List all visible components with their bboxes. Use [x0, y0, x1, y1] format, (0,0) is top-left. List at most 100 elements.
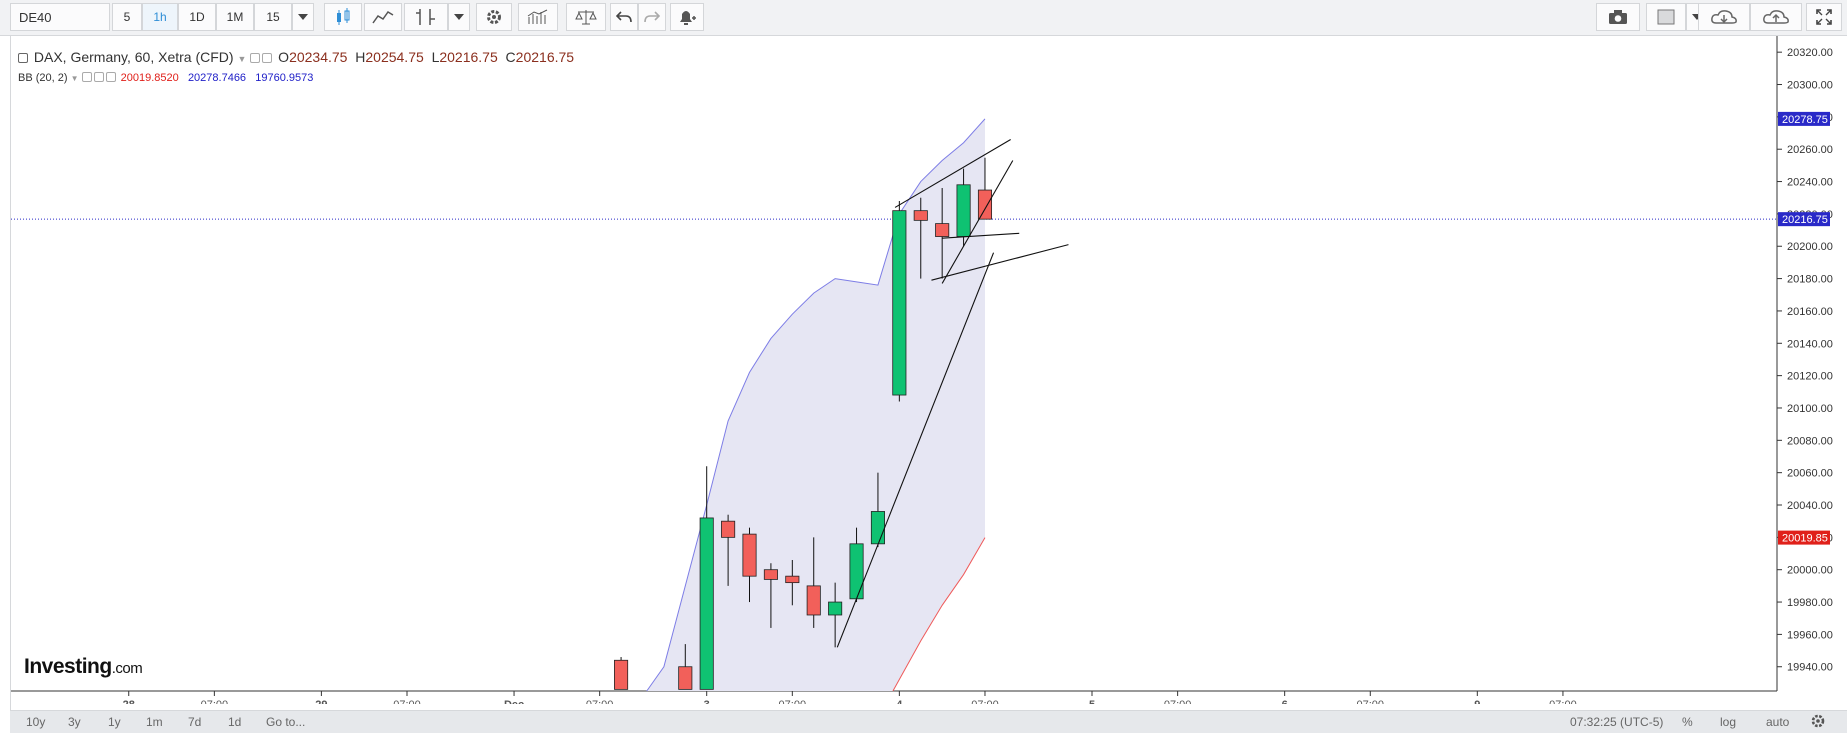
bottom-gear-icon[interactable] — [1810, 713, 1826, 732]
legend-visibility-icon[interactable] — [250, 53, 261, 63]
redo-icon[interactable] — [638, 3, 666, 31]
high-value: 20254.75 — [365, 49, 424, 65]
interval-1d[interactable]: 1D — [178, 3, 216, 31]
candle-body-13[interactable] — [935, 223, 950, 237]
log-toggle[interactable]: log — [1720, 715, 1737, 729]
candle-body-9[interactable] — [849, 543, 864, 600]
legend-dropdown-icon[interactable]: ▼ — [237, 54, 247, 64]
trendline-0[interactable] — [894, 139, 1011, 208]
time-tick-label-0: 28 — [123, 699, 135, 704]
scales-icon[interactable] — [566, 3, 606, 31]
price-tick-label-5: 20040.00 — [1787, 500, 1833, 512]
cloud-download-icon[interactable] — [1698, 3, 1750, 31]
candle-body-7[interactable] — [806, 585, 821, 616]
price-badge-label-0: 20278.75 — [1782, 114, 1828, 126]
bottom-toolbar: 10y 3y 1y 1m 7d 1d Go to... 07:32:25 (UT… — [10, 710, 1847, 733]
time-tick-label-14: 9 — [1474, 699, 1480, 704]
trendline-2[interactable] — [942, 232, 1020, 239]
interval-5[interactable]: 5 — [112, 3, 142, 31]
candle-body-4[interactable] — [742, 533, 757, 577]
indicator-dropdown-icon[interactable]: ▼ — [70, 74, 79, 83]
indicator-visibility-icon[interactable] — [81, 72, 92, 82]
camera-icon[interactable] — [1596, 3, 1640, 31]
legend-settings-icon[interactable] — [262, 53, 273, 63]
chart-left-border — [10, 36, 11, 710]
interval-15[interactable]: 15 — [254, 3, 292, 31]
range-10y[interactable]: 10y — [26, 715, 46, 729]
ohlc-legend: DAX, Germany, 60, Xetra (CFD) ▼ O20234.7… — [18, 49, 574, 65]
range-3y[interactable]: 3y — [68, 715, 81, 729]
time-tick-label-13: 07:00 — [1357, 699, 1385, 704]
trendline-4[interactable] — [836, 252, 995, 648]
indicator-legend: BB (20, 2) ▼ 20019.8520 20278.7466 19760… — [18, 72, 313, 84]
range-1m[interactable]: 1m — [146, 715, 163, 729]
time-tick-label-10: 5 — [1089, 699, 1095, 704]
interval-dropdown-icon[interactable] — [292, 3, 314, 31]
time-tick-label-6: 3 — [704, 699, 710, 704]
range-7d[interactable]: 7d — [188, 715, 202, 729]
studies-icon[interactable] — [518, 3, 558, 31]
time-tick-label-8: 4 — [896, 699, 903, 704]
range-1y[interactable]: 1y — [108, 715, 121, 729]
candle-body-12[interactable] — [913, 210, 928, 221]
undo-icon[interactable] — [610, 3, 638, 31]
candle-body-10[interactable] — [870, 511, 885, 545]
symbol-input[interactable]: DE40 — [10, 3, 110, 31]
trendline-3[interactable] — [941, 160, 1014, 284]
price-tick-label-9: 20120.00 — [1787, 371, 1833, 383]
collapse-legend-icon[interactable] — [18, 53, 28, 63]
price-tick-label-1: 19960.00 — [1787, 629, 1833, 641]
chart-area[interactable]: 19940.0019960.0019980.0020000.0020020.00… — [0, 36, 1847, 704]
candle-body-3[interactable] — [721, 520, 736, 538]
price-badge-0 — [1778, 111, 1830, 126]
bollinger-lower-line — [892, 537, 986, 692]
indicator-settings-icon[interactable] — [93, 72, 104, 82]
goto-link[interactable]: Go to... — [266, 715, 306, 729]
close-value: 20216.75 — [515, 49, 575, 65]
instrument-title: DAX, Germany, 60, Xetra (CFD) — [33, 49, 234, 65]
price-tick-label-0: 19940.00 — [1787, 662, 1833, 674]
gear-icon[interactable] — [476, 3, 512, 31]
price-tick-label-2: 19980.00 — [1787, 597, 1833, 609]
fullscreen-icon[interactable] — [1806, 3, 1842, 31]
interval-1m[interactable]: 1M — [216, 3, 254, 31]
price-tick-label-16: 20260.00 — [1787, 144, 1833, 156]
indicator-name: BB (20, 2) — [18, 72, 68, 84]
alert-bell-icon[interactable] — [670, 3, 704, 31]
indicator-close-icon[interactable] — [105, 72, 116, 82]
indicators-icon[interactable] — [364, 3, 402, 31]
candle-body-1[interactable] — [678, 666, 693, 690]
compare-icon[interactable] — [404, 3, 448, 31]
candle-body-14[interactable] — [956, 184, 971, 237]
candle-body-5[interactable] — [763, 569, 778, 580]
price-tick-label-7: 20080.00 — [1787, 435, 1833, 447]
auto-toggle[interactable]: auto — [1766, 715, 1790, 729]
price-badge-label-2: 20019.85 — [1782, 533, 1828, 545]
interval-1h[interactable]: 1h — [142, 3, 178, 31]
candles-icon[interactable] — [324, 3, 362, 31]
percent-toggle[interactable]: % — [1682, 715, 1693, 729]
cloud-upload-icon[interactable] — [1750, 3, 1802, 31]
price-badge-2 — [1778, 530, 1830, 545]
price-tick-label-6: 20060.00 — [1787, 468, 1833, 480]
candle-body-0[interactable] — [614, 659, 629, 690]
compare-dropdown-icon[interactable] — [448, 3, 470, 31]
logo-brand: Investing — [24, 655, 112, 678]
price-chart[interactable]: 19940.0019960.0019980.0020000.0020020.00… — [0, 36, 1847, 704]
candle-body-8[interactable] — [828, 601, 843, 616]
low-value: 20216.75 — [439, 49, 498, 65]
time-tick-label-7: 07:00 — [779, 699, 807, 704]
time-tick-label-2: 29 — [315, 699, 327, 704]
candle-body-11[interactable] — [892, 210, 907, 396]
candle-body-15[interactable] — [977, 189, 993, 220]
price-tick-label-10: 20140.00 — [1787, 338, 1833, 350]
layout-icon[interactable] — [1646, 3, 1686, 31]
price-badge-1 — [1778, 212, 1830, 227]
candle-body-2[interactable] — [699, 517, 714, 690]
time-tick-label-12: 6 — [1282, 699, 1288, 704]
trendline-1[interactable] — [931, 244, 1069, 281]
range-1d[interactable]: 1d — [228, 715, 242, 729]
time-tick-label-15: 07:00 — [1549, 699, 1577, 704]
price-tick-label-15: 20240.00 — [1787, 177, 1833, 189]
candle-body-6[interactable] — [785, 575, 800, 584]
